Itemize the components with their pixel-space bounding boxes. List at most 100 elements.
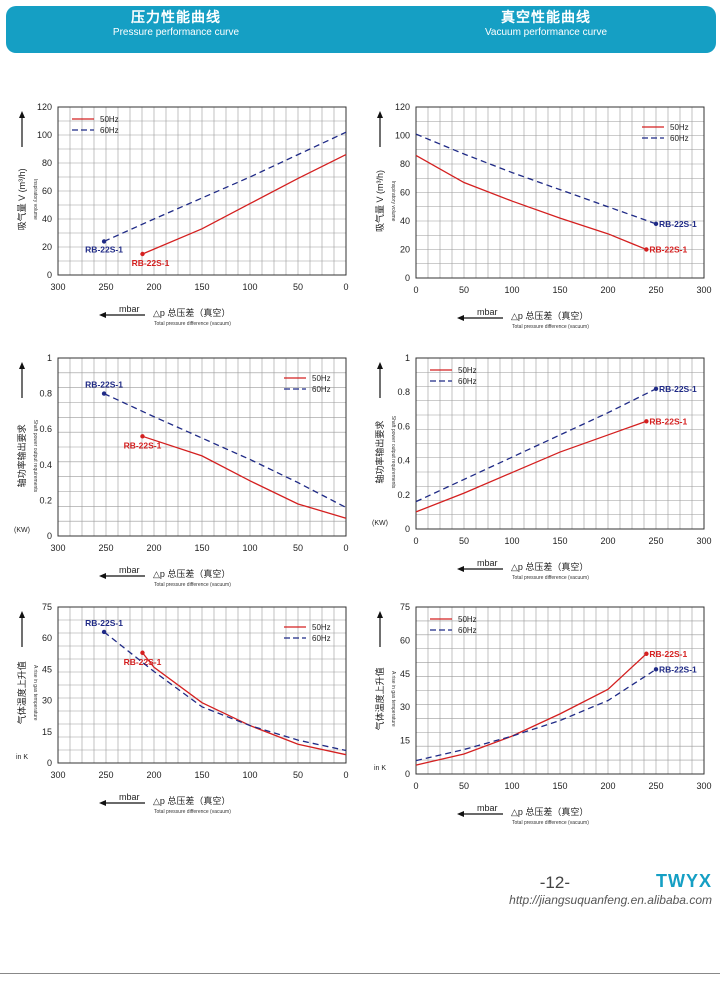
series-line-60Hz — [415, 668, 657, 762]
chart-v-vol: 0 50 100 150 200 250 300 0 20 40 60 80 100 120 RB-22S-… — [374, 102, 712, 330]
header-banner: 压力性能曲线 Pressure performance curve 真空性能曲线… — [6, 6, 716, 53]
y-tick-label: 75 — [400, 602, 410, 612]
x-tick-label: 200 — [600, 285, 615, 295]
x-tick-label: 250 — [98, 770, 113, 780]
y-tick-label: 0.4 — [397, 456, 410, 466]
series-line-50Hz — [415, 653, 647, 766]
y-tick-label: 0.6 — [39, 424, 52, 434]
y-tick-label: 0 — [47, 531, 52, 541]
series-end-point — [653, 221, 659, 227]
data-label: RB-22S-1 — [124, 657, 162, 667]
y-unit-label: (KW) — [372, 520, 388, 527]
y-tick-label: 80 — [42, 158, 52, 168]
series-end-point — [644, 419, 649, 424]
x-axis-label-cn: △p 总压差（真空） — [511, 806, 588, 817]
brand-logo-text: TWYX — [656, 871, 712, 891]
y-tick-label: 0.4 — [39, 460, 52, 470]
x-tick-label: 100 — [504, 781, 519, 791]
arrow-up-icon — [377, 362, 383, 369]
x-tick-label: 300 — [50, 770, 65, 780]
y-tick-label: 40 — [42, 214, 52, 224]
data-label: RB-22S-1 — [659, 664, 697, 674]
series-end-point — [101, 391, 107, 396]
arrow-left-icon — [99, 312, 106, 318]
y-axis-label-en: Inspiratory volume — [390, 181, 396, 222]
series-end-point — [653, 667, 659, 672]
x-tick-label: 50 — [293, 282, 303, 292]
arrow-up-icon — [19, 111, 25, 118]
y-tick-label: 0.2 — [397, 490, 410, 500]
legend-label: 60Hz — [312, 385, 331, 394]
x-axis-label-cn: △p 总压差（真空） — [511, 561, 588, 572]
x-axis-label-en: Total pressure difference (vacuum) — [512, 575, 589, 581]
y-tick-label: 15 — [400, 736, 410, 746]
y-tick-label: 40 — [400, 216, 410, 226]
y-axis-label-en: Shaft power output requirements — [32, 420, 38, 493]
x-tick-label: 300 — [696, 285, 711, 295]
x-tick-label: 50 — [293, 770, 303, 780]
plot-frame — [415, 606, 705, 775]
y-tick-label: 45 — [42, 664, 52, 674]
data-label: RB-22S-1 — [132, 258, 170, 268]
x-tick-label: 100 — [504, 536, 519, 546]
y-tick-label: 60 — [400, 635, 410, 645]
left-title-en: Pressure performance curve — [112, 27, 240, 38]
left-header-title: 压力性能曲线 Pressure performance curve — [6, 8, 346, 39]
legend-label: 60Hz — [458, 626, 477, 635]
x-tick-label: 250 — [648, 536, 663, 546]
legend-label: 50Hz — [100, 115, 119, 124]
series-line-60Hz — [415, 133, 657, 225]
y-tick-label: 20 — [400, 245, 410, 255]
x-tick-label: 50 — [459, 285, 469, 295]
x-tick-label: 250 — [648, 781, 663, 791]
x-tick-label: 200 — [146, 770, 161, 780]
y-unit-label: in K — [374, 765, 386, 772]
x-unit-label: mbar — [477, 307, 498, 317]
y-tick-label: 30 — [400, 702, 410, 712]
x-tick-label: 50 — [293, 543, 303, 553]
y-axis-label-en: Shaft power output requirements — [390, 416, 396, 489]
chart-p-pow: 300 250 200 150 100 50 0 0 0.2 0.4 0.6 0.8 1 RB-22S-1… — [14, 353, 348, 588]
y-tick-label: 120 — [37, 102, 52, 112]
x-axis-label-cn: △p 总压差（真空） — [511, 310, 588, 321]
x-tick-label: 250 — [98, 282, 113, 292]
data-label: RB-22S-1 — [85, 618, 123, 628]
x-unit-label: mbar — [119, 304, 140, 314]
x-axis-label-en: Total pressure difference (vacuum) — [512, 324, 589, 330]
series-line-60Hz — [103, 393, 347, 509]
y-axis-label-cn: 吸气量 V (m³/h) — [16, 168, 27, 230]
y-tick-label: 0.8 — [39, 389, 52, 399]
x-tick-label: 150 — [194, 770, 209, 780]
data-label: RB-22S-1 — [85, 244, 123, 254]
x-tick-label: 50 — [459, 781, 469, 791]
y-axis-label-cn: 气体温度上升值 — [374, 667, 385, 730]
data-label: RB-22S-1 — [649, 245, 687, 255]
arrow-left-icon — [457, 566, 464, 572]
x-tick-label: 0 — [343, 543, 348, 553]
x-tick-label: 0 — [343, 770, 348, 780]
x-axis-label-en: Total pressure difference (vacuum) — [154, 321, 231, 327]
series-end-point — [644, 651, 649, 656]
x-tick-label: 300 — [50, 543, 65, 553]
x-unit-label: mbar — [119, 792, 140, 802]
arrow-left-icon — [99, 800, 106, 806]
x-tick-label: 0 — [343, 282, 348, 292]
x-tick-label: 150 — [552, 536, 567, 546]
legend-label: 50Hz — [312, 623, 331, 632]
y-tick-label: 1 — [405, 353, 410, 363]
page-number: -12- — [539, 873, 570, 892]
x-unit-label: mbar — [119, 565, 140, 575]
x-tick-label: 300 — [696, 781, 711, 791]
y-axis-label-cn: 吸气量 V (m³/h) — [374, 170, 385, 232]
x-tick-label: 0 — [413, 781, 418, 791]
x-axis-label-cn: △p 总压差（真空） — [153, 795, 230, 806]
right-title-cn: 真空性能曲线 — [501, 9, 591, 25]
x-tick-label: 100 — [242, 543, 257, 553]
series-line-60Hz — [415, 388, 657, 503]
y-tick-label: 120 — [395, 102, 410, 112]
plot-frame — [57, 106, 347, 276]
series-line-60Hz — [103, 131, 347, 242]
chart-v-temp: 0 50 100 150 200 250 300 0 15 30 45 60 75 RB-22S-1 RB-… — [374, 602, 712, 826]
series-line-50Hz — [142, 154, 347, 255]
